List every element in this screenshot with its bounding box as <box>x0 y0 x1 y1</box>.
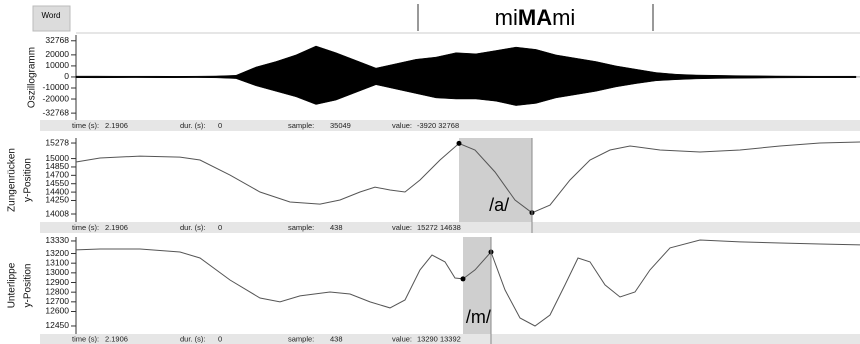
y-tick-label: 12700 <box>45 296 69 306</box>
y-tick-label: 13330 <box>45 235 69 245</box>
segment-label: /a/ <box>489 195 509 215</box>
status-time-label: time (s): <box>72 223 99 232</box>
status-value-label: value: <box>392 334 412 343</box>
status-time: 2.1906 <box>105 121 128 130</box>
status-dur-label: dur. (s): <box>180 334 205 343</box>
status-value: 15272 14638 <box>417 223 461 232</box>
highlight-region <box>463 237 491 334</box>
segment-label: /m/ <box>466 307 491 327</box>
y-axis-label: y-Position <box>23 264 34 308</box>
status-value: 13290 13392 <box>417 334 461 343</box>
y-tick-label: 15000 <box>45 153 69 163</box>
word-part: mi <box>495 5 518 30</box>
y-tick-label: 14400 <box>45 186 69 196</box>
y-tick-label: 12450 <box>45 320 69 330</box>
status-bar <box>40 222 860 233</box>
status-value-label: value: <box>392 121 412 130</box>
status-bar <box>40 334 860 344</box>
y-axis-label: Oszillogramm <box>27 47 38 108</box>
status-dur: 0 <box>218 121 222 130</box>
y-tick-label: 20000 <box>45 49 69 59</box>
status-dur: 0 <box>218 223 222 232</box>
y-axis-label: Zungenrücken <box>7 148 18 212</box>
y-tick-label: 12800 <box>45 286 69 296</box>
trajectory <box>75 239 860 327</box>
y-tick-label: 14008 <box>45 208 69 218</box>
y-axis-label: Unterlippe <box>7 262 18 308</box>
y-tick-label: 12600 <box>45 306 69 316</box>
waveform <box>75 45 857 78</box>
status-sample: 438 <box>330 334 343 343</box>
y-tick-label: 15278 <box>45 137 69 147</box>
y-tick-label: 13200 <box>45 248 69 258</box>
y-tick-label: 10000 <box>45 60 69 70</box>
status-time-label: time (s): <box>72 334 99 343</box>
y-axis-label: y-Position <box>23 158 34 202</box>
y-tick-label: 12900 <box>45 277 69 287</box>
y-tick-label: 14850 <box>45 161 69 171</box>
status-dur: 0 <box>218 334 222 343</box>
y-tick-label: -32768 <box>43 107 70 117</box>
marker-point <box>456 140 462 146</box>
status-time-label: time (s): <box>72 121 99 130</box>
status-sample-label: sample: <box>288 121 314 130</box>
y-tick-label: 0 <box>64 71 69 81</box>
highlight-region <box>459 138 532 222</box>
word-button[interactable] <box>32 5 71 32</box>
status-value-label: value: <box>392 223 412 232</box>
trajectory <box>75 141 860 214</box>
status-dur-label: dur. (s): <box>180 223 205 232</box>
status-time: 2.1906 <box>105 334 128 343</box>
status-dur-label: dur. (s): <box>180 121 205 130</box>
y-tick-label: 32768 <box>45 35 69 45</box>
status-time: 2.1906 <box>105 223 128 232</box>
y-tick-label: 13100 <box>45 257 69 267</box>
word-part: mi <box>552 5 575 30</box>
status-sample: 438 <box>330 223 343 232</box>
y-tick-label: 13000 <box>45 267 69 277</box>
word-part: MA <box>518 5 552 30</box>
status-bar <box>40 120 860 131</box>
y-tick-label: -10000 <box>43 82 70 92</box>
y-tick-label: 14250 <box>45 195 69 205</box>
word-button-label: Word <box>42 11 61 20</box>
status-sample-label: sample: <box>288 223 314 232</box>
status-sample: 35049 <box>330 121 351 130</box>
y-tick-label: 14700 <box>45 170 69 180</box>
y-tick-label: -20000 <box>43 93 70 103</box>
waveform <box>75 76 857 106</box>
marker-point <box>460 276 466 282</box>
word-label: miMAmi <box>495 5 576 30</box>
status-value: -3920 32768 <box>417 121 459 130</box>
y-tick-label: 14550 <box>45 178 69 188</box>
status-sample-label: sample: <box>288 334 314 343</box>
